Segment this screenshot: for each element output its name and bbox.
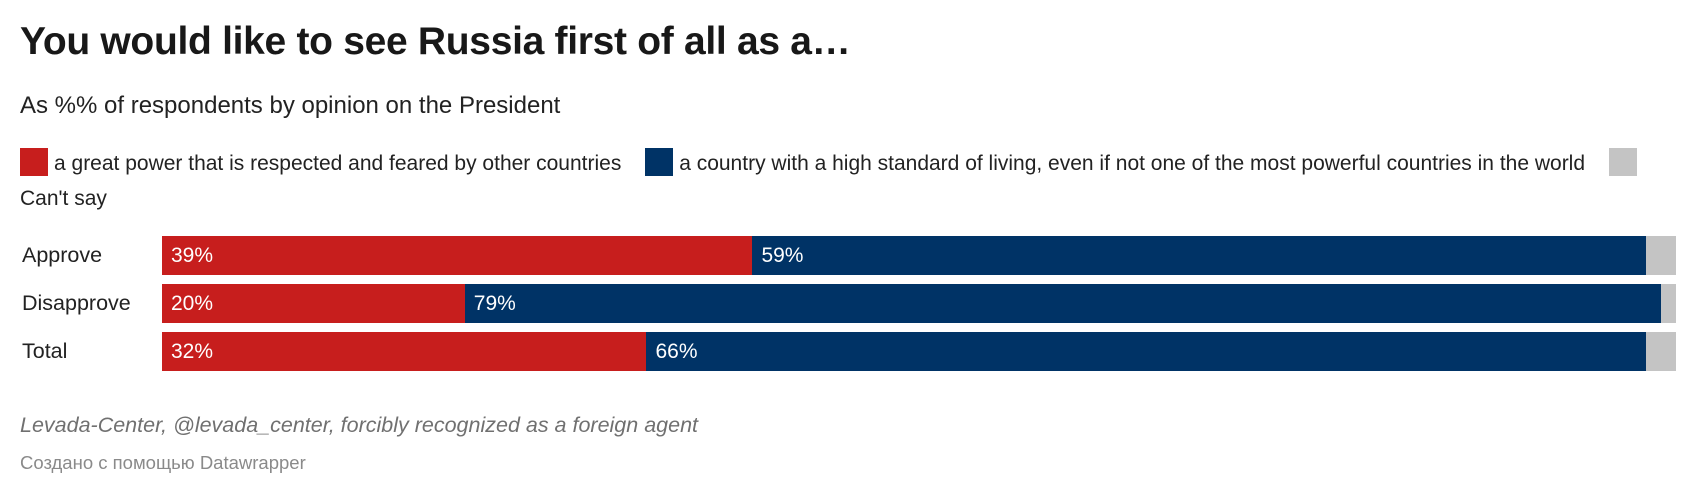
bar-total-series-1 (646, 332, 1646, 371)
chart-subtitle: As %% of respondents by opinion on the P… (20, 92, 561, 119)
bar-disapprove-series-2 (1660, 284, 1676, 323)
data-label: 32% (171, 340, 214, 363)
chart-title: You would like to see Russia first of al… (20, 20, 851, 63)
legend-swatch-red (20, 148, 48, 176)
row-label-disapprove: Disapprove (22, 291, 131, 315)
bar-approve-series-1 (752, 236, 1646, 275)
data-label: 39% (171, 244, 214, 267)
source-note: Levada-Center, @levada_center, forcibly … (20, 413, 698, 437)
credit-note: Создано с помощью Datawrapper (20, 452, 306, 473)
legend-label: Can't say (20, 187, 107, 210)
legend-swatch-blue (645, 148, 674, 176)
data-label: 79% (473, 292, 516, 315)
data-label: 20% (171, 292, 214, 315)
bar-disapprove-series-0 (162, 284, 465, 323)
bar-total-series-2 (1645, 332, 1676, 371)
data-label: 59% (761, 244, 804, 267)
legend-item-high-standard: a country with a high standard of living… (645, 148, 1586, 176)
legend-item-great-power: a great power that is respected and fear… (20, 148, 622, 176)
bar-total-series-0 (162, 332, 647, 371)
row-label-approve: Approve (22, 243, 103, 267)
legend-label: a great power that is respected and fear… (54, 152, 622, 175)
bar-approve-series-2 (1645, 236, 1676, 275)
legend-item-cant-say: Can't say (20, 148, 1643, 210)
legend-label: a country with a high standard of living… (679, 152, 1586, 175)
legend-swatch-grey (1608, 148, 1637, 176)
bar-approve-series-0 (162, 236, 753, 275)
data-label: 66% (655, 340, 698, 363)
legend: a great power that is respected and fear… (20, 146, 1680, 216)
bar-disapprove-series-1 (464, 284, 1661, 323)
row-label-total: Total (22, 339, 68, 363)
